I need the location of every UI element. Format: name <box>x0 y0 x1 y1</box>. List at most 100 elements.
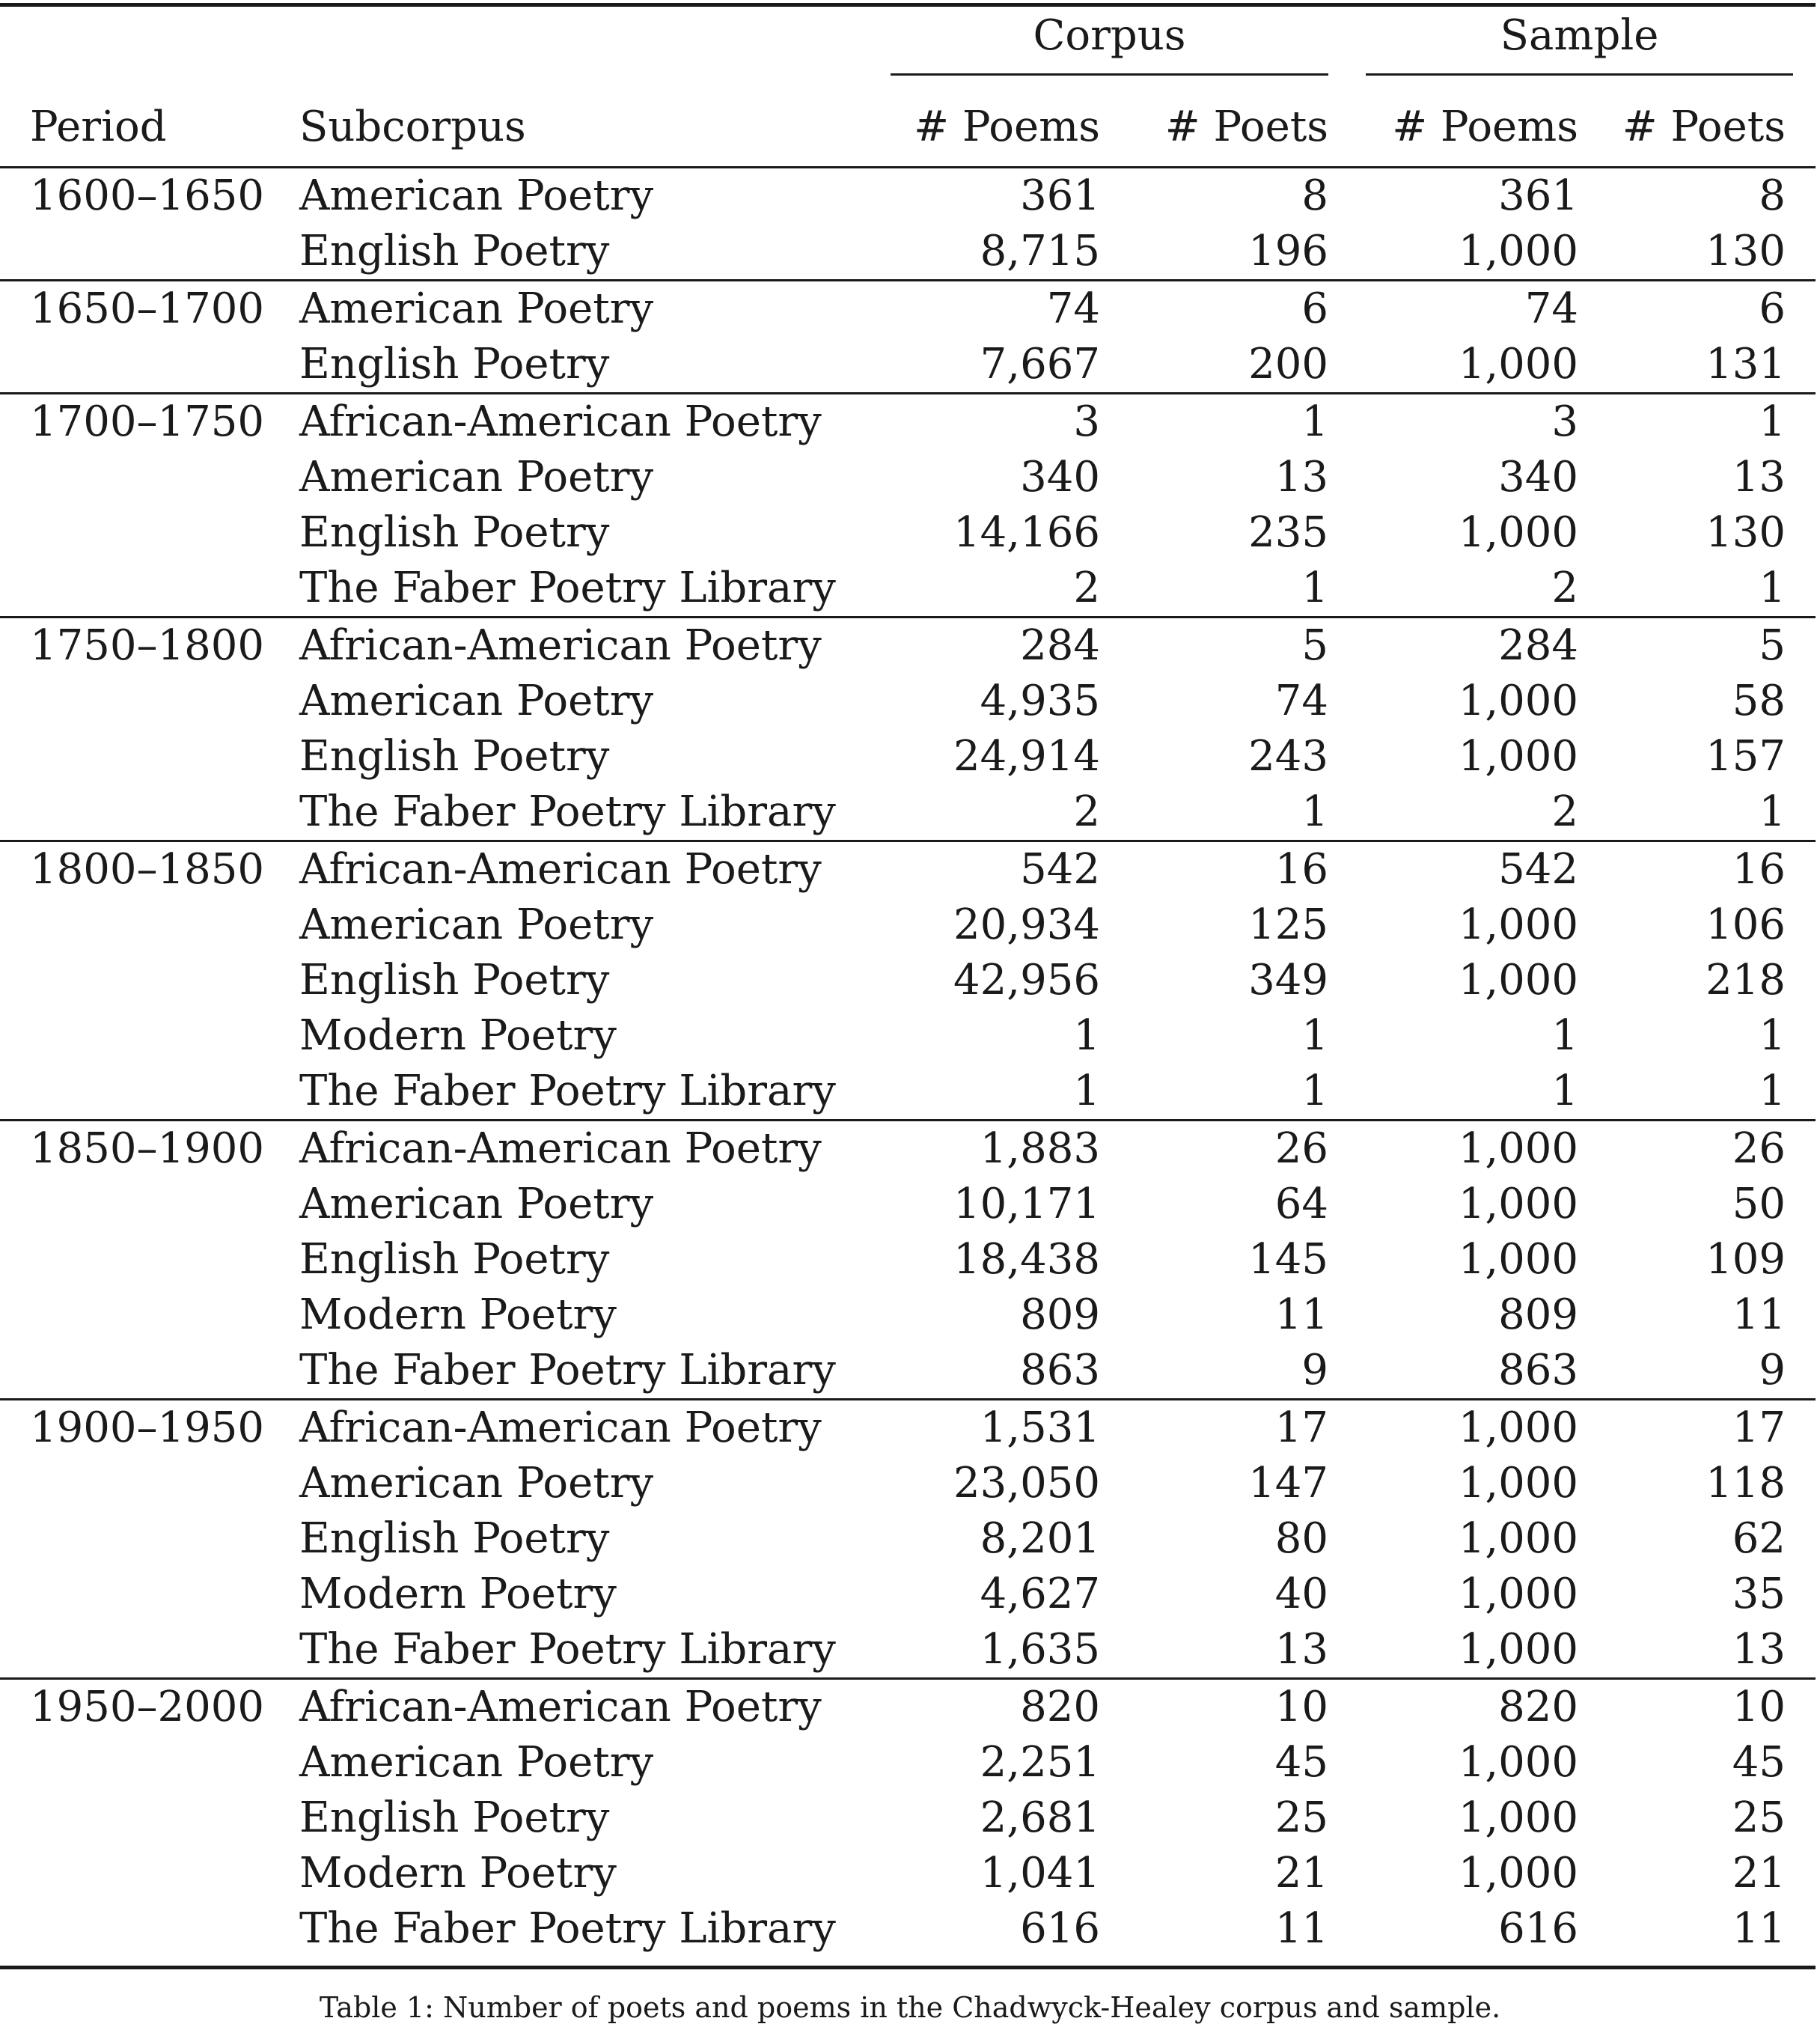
sample-poets-cell: 21 <box>1732 1849 1786 1898</box>
group-header-row: Corpus Sample <box>0 0 1816 87</box>
period-cell <box>0 337 269 394</box>
period-cell <box>0 450 269 505</box>
period-cell: 1600–1650 <box>30 171 265 220</box>
sample-poets-cell: 6 <box>1759 284 1786 333</box>
subcorpus-cell: The Faber Poetry Library <box>269 1343 891 1400</box>
subcorpus-cell: English Poetry <box>299 1514 610 1563</box>
corpus-poets-cell: 17 <box>1274 1403 1329 1452</box>
corpus-poems-cell: 820 <box>1020 1683 1100 1731</box>
corpus-poems-cell: 14,166 <box>953 508 1100 557</box>
sample-group-header: Sample <box>1366 11 1794 76</box>
corpus-poets-cell: 45 <box>1274 1738 1329 1787</box>
gap-cell <box>1343 1287 1366 1343</box>
sample-poems-cell: 1,000 <box>1458 1793 1579 1842</box>
corpus-poems-cell: 1,635 <box>891 1622 1115 1680</box>
table-row: 1700–1750 African-American Poetry 3 1 3 1 <box>0 394 1816 451</box>
gap-cell <box>1343 897 1366 953</box>
sample-poems-cell: 863 <box>1366 1343 1594 1400</box>
subcorpus-cell: The Faber Poetry Library <box>299 1904 836 1953</box>
sample-poets-cell: 35 <box>1732 1570 1786 1618</box>
sample-poems-cell: 1,000 <box>1458 732 1579 781</box>
table-header: Corpus Sample Period Subcorpus # Poems #… <box>0 0 1816 168</box>
corpus-poets-cell: 11 <box>1274 1290 1329 1339</box>
corpus-poets-cell: 16 <box>1274 845 1329 894</box>
table-row: English Poetry 8,715 196 1,000 130 <box>0 224 1816 281</box>
corpus-poems-cell: 361 <box>1020 171 1100 220</box>
sample-poems-cell: 1,000 <box>1366 337 1594 394</box>
gap-cell <box>1343 618 1366 674</box>
sample-poets-cell: 1 <box>1593 784 1816 842</box>
corpus-poets-cell: 349 <box>1248 956 1329 1005</box>
sample-poets-column-header: # Poets <box>1593 87 1816 168</box>
corpus-poems-cell: 1,041 <box>980 1849 1100 1898</box>
corpus-poets-cell: 147 <box>1248 1459 1329 1508</box>
corpus-poems-cell: 2 <box>891 561 1115 618</box>
gap-cell <box>1343 1679 1366 1736</box>
period-cell <box>0 1790 269 1846</box>
corpus-poets-cell: 6 <box>1301 284 1329 333</box>
corpus-poems-cell: 2,251 <box>980 1738 1100 1787</box>
subcorpus-cell: American Poetry <box>299 1180 654 1228</box>
table-row: 1900–1950 African-American Poetry 1,531 17 1… <box>0 1400 1816 1457</box>
period-group: 1700–1750 African-American Poetry 3 1 3 1 Amer… <box>0 394 1816 618</box>
period-cell <box>0 1064 269 1121</box>
corpus-poets-cell: 8 <box>1301 171 1329 220</box>
gap-cell <box>1343 505 1366 561</box>
corpus-poems-cell: 10,171 <box>953 1180 1100 1228</box>
corpus-poems-cell: 24,914 <box>953 732 1100 781</box>
period-cell: 1950–2000 <box>30 1683 265 1731</box>
gap-cell <box>1343 394 1366 451</box>
corpus-poems-column-header: # Poems <box>891 87 1115 168</box>
gap-cell <box>1343 1008 1366 1064</box>
gap-cell <box>1343 561 1366 618</box>
table-row: English Poetry 8,201 80 1,000 62 <box>0 1511 1816 1567</box>
sample-poets-cell: 50 <box>1732 1180 1786 1228</box>
period-group: 1800–1850 African-American Poetry 542 16 542… <box>0 841 1816 1121</box>
subcorpus-cell: American Poetry <box>299 171 654 220</box>
table-row: American Poetry 4,935 74 1,000 58 <box>0 674 1816 729</box>
sample-poets-cell: 26 <box>1732 1124 1786 1173</box>
gap-cell <box>1343 450 1366 505</box>
sample-poets-cell: 13 <box>1593 1622 1816 1680</box>
table-row: The Faber Poetry Library 2 1 2 1 <box>0 561 1816 618</box>
sample-poems-cell: 809 <box>1498 1290 1579 1339</box>
period-cell: 1800–1850 <box>30 845 265 894</box>
corpus-poets-cell: 40 <box>1274 1570 1329 1618</box>
corpus-poems-cell: 616 <box>1020 1904 1100 1953</box>
corpus-poets-cell: 26 <box>1274 1124 1329 1173</box>
gap-cell <box>1343 1456 1366 1511</box>
corpus-poets-cell: 196 <box>1115 224 1344 281</box>
subcorpus-cell: The Faber Poetry Library <box>269 784 891 842</box>
table-row: Modern Poetry 1,041 21 1,000 21 <box>0 1846 1816 1901</box>
period-cell <box>0 1567 269 1622</box>
table-row: The Faber Poetry Library 1 1 1 1 <box>0 1064 1816 1121</box>
subcorpus-cell: African-American Poetry <box>299 1403 822 1452</box>
gap-cell <box>1343 1343 1366 1400</box>
sample-poems-cell: 1,000 <box>1458 1570 1579 1618</box>
period-cell <box>0 1456 269 1511</box>
table-row: American Poetry 2,251 45 1,000 45 <box>0 1735 1816 1790</box>
period-cell <box>0 729 269 784</box>
sample-poems-cell: 1,000 <box>1458 508 1579 557</box>
sample-poets-cell: 106 <box>1706 900 1786 949</box>
corpus-poems-cell: 1,531 <box>980 1403 1100 1452</box>
bottom-rule <box>0 1966 1816 1969</box>
corpus-poems-cell: 2,681 <box>980 1793 1100 1842</box>
corpus-poets-cell: 125 <box>1248 900 1329 949</box>
period-cell <box>0 953 269 1008</box>
corpus-poets-cell: 80 <box>1274 1514 1329 1563</box>
sample-poets-cell: 109 <box>1706 1235 1786 1284</box>
sample-poets-cell: 5 <box>1759 621 1786 670</box>
table-row: Modern Poetry 809 11 809 11 <box>0 1287 1816 1343</box>
subcorpus-cell: English Poetry <box>299 956 610 1005</box>
gap-cell <box>1343 841 1366 898</box>
sample-poems-cell: 3 <box>1551 397 1579 446</box>
table-row: 1950–2000 African-American Poetry 820 10 820… <box>0 1679 1816 1736</box>
subcorpus-cell: African-American Poetry <box>299 845 822 894</box>
subcorpus-cell: American Poetry <box>299 284 654 333</box>
corpus-poems-cell: 863 <box>891 1343 1115 1400</box>
sample-poems-cell: 1,000 <box>1458 1124 1579 1173</box>
sample-poets-cell: 1 <box>1593 561 1816 618</box>
sample-poems-cell: 361 <box>1498 171 1579 220</box>
table-row: American Poetry 20,934 125 1,000 106 <box>0 897 1816 953</box>
